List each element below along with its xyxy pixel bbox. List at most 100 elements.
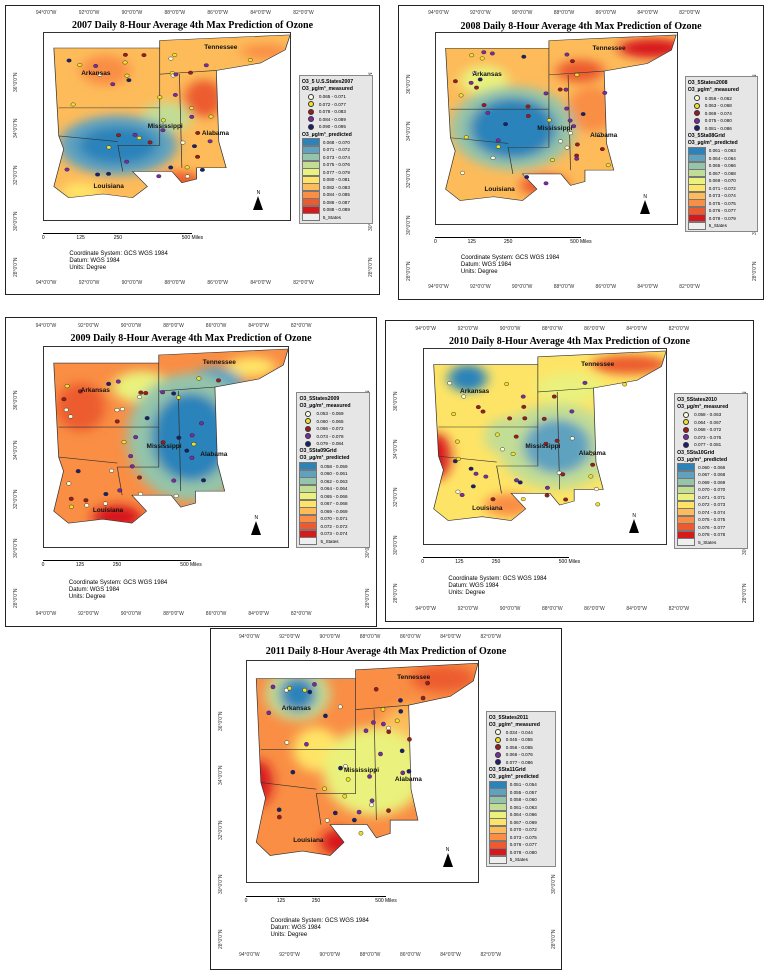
- lat-label-left: 32°0'0"N: [393, 487, 400, 507]
- state-label: Louisiana: [293, 837, 324, 845]
- legend-measured-title: O3_µg/m³_measured: [687, 87, 739, 94]
- lat-label-right: 30°0'0"N: [550, 874, 557, 895]
- legend-layer-title: O3_5States2011: [488, 714, 529, 721]
- lon-label-bottom: 84°0'0"W: [248, 610, 269, 617]
- legend-layer-title: O3_5States2008: [687, 80, 728, 87]
- coord-system: Coordinate System: GCS WGS 1984: [460, 255, 560, 262]
- state-label: Mississippi: [147, 122, 183, 130]
- scale-label: 250: [113, 234, 123, 241]
- legend-label: 0.071 - 0.072: [708, 185, 736, 191]
- monitor-station: [84, 503, 90, 508]
- legend-measured-item: 0.034 - 0.044: [489, 729, 553, 737]
- monitor-station: [109, 468, 115, 473]
- legend-label: 0.056 - 0.065: [505, 744, 533, 750]
- state-label: Mississippi: [525, 442, 561, 450]
- prediction-map[interactable]: Arkansas Tennessee Mississippi Alabama Louis…: [435, 32, 678, 225]
- legend-measured-item: 0.066 - 0.072: [299, 425, 367, 433]
- legend-label: 0.069 - 0.074: [704, 110, 732, 116]
- monitor-station: [369, 802, 374, 807]
- legend-label: 0.073 - 0.074: [708, 193, 736, 199]
- monitor-station: [176, 435, 182, 440]
- lon-label-bottom: 88°0'0"W: [359, 952, 381, 958]
- monitor-station: [597, 133, 603, 137]
- lat-label-left: 34°0'0"N: [218, 765, 224, 786]
- lon-label-top: 86°0'0"W: [584, 325, 605, 332]
- monitor-station: [201, 478, 206, 483]
- state-label: Alabama: [200, 450, 228, 458]
- legend-label: 0.077 - 0.081: [694, 442, 722, 448]
- legend-measured-item: 0.056 - 0.062: [688, 94, 755, 102]
- monitor-station: [189, 432, 195, 437]
- lon-label-top: 84°0'0"W: [626, 325, 647, 332]
- monitor-station: [324, 817, 330, 823]
- scale-label: 0: [421, 559, 425, 565]
- legend-label: 0.073 - 0.076: [694, 434, 722, 440]
- prediction-map[interactable]: Arkansas Tennessee Mississippi Alabama Louis…: [246, 659, 479, 883]
- legend-label: 0.077 - 0.086: [505, 759, 533, 765]
- monitor-station: [106, 381, 112, 386]
- monitor-station: [454, 439, 460, 444]
- legend-grid-title: O3_5Sta08Grid: [687, 132, 725, 139]
- lon-label-bottom: 86°0'0"W: [400, 952, 421, 958]
- monitor-station: [345, 776, 351, 782]
- monitor-station: [302, 687, 307, 692]
- lon-label-bottom: 86°0'0"W: [207, 279, 228, 286]
- legend-label: 0.079 - 0.084: [316, 441, 344, 447]
- legend-measured-item: 0.065 - 0.071: [302, 93, 371, 101]
- monitor-station: [133, 434, 139, 439]
- legend-label: 0.067 - 0.068: [698, 472, 726, 478]
- monitor-station: [168, 165, 174, 170]
- map-panel-2007: 2007 Daily 8-Hour Average 4th Max Predic…: [5, 5, 380, 295]
- monitor-station: [593, 487, 599, 492]
- lon-label-bottom: 82°0'0"W: [679, 284, 700, 291]
- monitor-station: [121, 439, 127, 444]
- coord-system: Coordinate System: GCS WGS 1984: [270, 918, 369, 924]
- scale-label: 250: [112, 562, 122, 569]
- coord-system: Coordinate System: GCS WGS 1984: [68, 579, 168, 586]
- legend-label: 0.073 - 0.074: [322, 154, 350, 160]
- legend-grid-title: O3_5Sta09Grid: [299, 448, 337, 455]
- monitor-station: [128, 453, 134, 458]
- lon-label-top: 94°0'0"W: [35, 322, 57, 329]
- lat-label-left: 34°0'0"N: [13, 440, 20, 460]
- monitor-station: [189, 455, 195, 460]
- monitor-station: [520, 394, 526, 399]
- lat-label-left: 30°0'0"N: [393, 535, 400, 555]
- north-label: N: [632, 513, 637, 519]
- coord-system: Coordinate System: GCS WGS 1984: [448, 576, 547, 582]
- legend-label: 0.051 - 0.054: [509, 782, 537, 788]
- monitor-station: [455, 456, 461, 461]
- monitor-station: [188, 70, 194, 75]
- monitor-station: [68, 414, 74, 419]
- monitor-station: [192, 144, 198, 148]
- scale-label: 125: [75, 562, 85, 569]
- monitor-station: [70, 102, 76, 107]
- legend-label: 0.061 - 0.063: [708, 148, 736, 154]
- monitor-station: [398, 697, 403, 703]
- lat-label-left: 28°0'0"N: [406, 261, 413, 282]
- prediction-map[interactable]: Arkansas Tennessee Mississippi Alabama Louis…: [422, 348, 667, 545]
- lon-label-bottom: 92°0'0"W: [469, 284, 491, 291]
- legend-label: 0.071 - 0.072: [322, 147, 350, 153]
- monitor-station: [568, 119, 573, 123]
- lat-label-right: 28°0'0"N: [550, 929, 557, 949]
- legend-measured-title: O3_µg/m³_measured: [488, 721, 540, 728]
- prediction-map[interactable]: Arkansas Tennessee Mississippi Alabama Louis…: [43, 345, 290, 548]
- prediction-map[interactable]: Arkansas Tennessee Mississippi Alabama Louis…: [43, 31, 292, 222]
- legend-label: 5_States: [509, 857, 528, 863]
- legend-label: 0.081 - 0.086: [704, 125, 732, 131]
- state-label: Tennessee: [202, 358, 236, 366]
- lat-label-left: 36°0'0"N: [218, 711, 224, 731]
- color-swatch: [677, 538, 696, 547]
- map-info: Coordinate System: GCS WGS 1984 Datum: WG…: [271, 918, 369, 939]
- monitor-station: [521, 55, 527, 60]
- legend-label: 0.070 - 0.071: [320, 516, 348, 522]
- lon-label-top: 94°0'0"W: [35, 10, 57, 17]
- monitor-station: [63, 407, 69, 412]
- monitor-station: [541, 416, 547, 421]
- station-marker-icon: [305, 418, 312, 425]
- legend-measured-item: 0.060 - 0.065: [299, 417, 367, 425]
- scale-bar-line: [43, 558, 191, 562]
- legend-label: 0.078 - 0.083: [318, 109, 346, 115]
- scale-label: 0: [434, 238, 437, 245]
